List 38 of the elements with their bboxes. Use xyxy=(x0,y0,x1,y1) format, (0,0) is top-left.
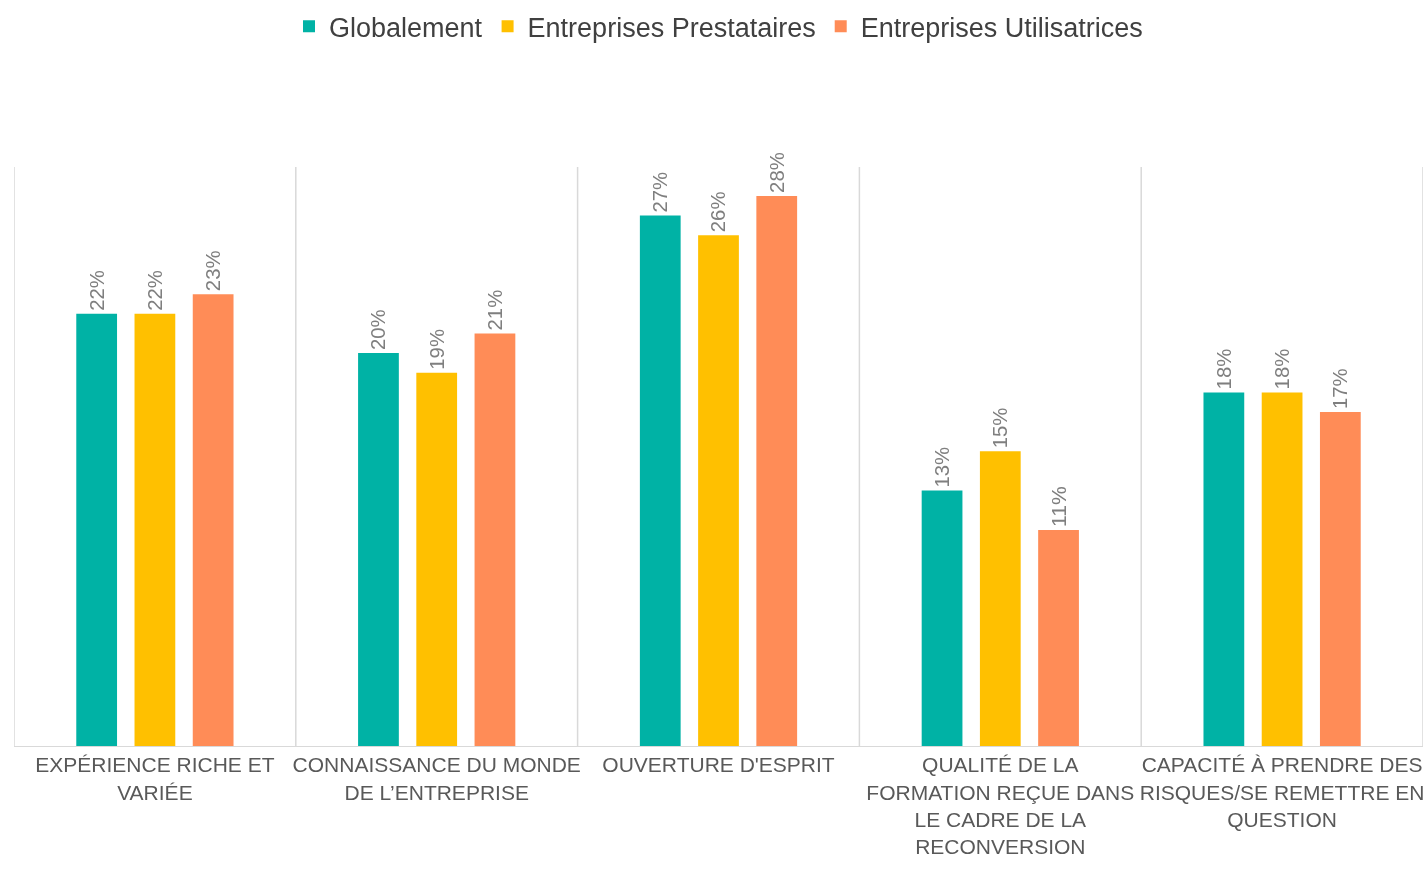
data-label: 19% xyxy=(425,329,448,370)
data-label: 23% xyxy=(202,250,225,292)
data-label: 21% xyxy=(483,289,506,331)
data-label: 22% xyxy=(85,270,108,311)
data-label: 11% xyxy=(1046,485,1070,527)
data-label: 15% xyxy=(989,407,1012,449)
bar xyxy=(416,372,458,746)
x-tick-label: CONNAISSANCE DU MONDE DE L’ENTREPRISE xyxy=(292,753,581,804)
bar xyxy=(921,490,963,746)
bar xyxy=(698,235,739,746)
data-label: 17% xyxy=(1329,368,1352,410)
bar xyxy=(474,333,516,746)
bar xyxy=(134,313,176,746)
x-tick-label: EXPÉRIENCE RICHE ET VARIÉE xyxy=(35,753,275,804)
data-label: 13% xyxy=(931,446,953,488)
bar xyxy=(1261,392,1303,746)
x-tick-label: CAPACITÉ À PRENDRE DES RISQUES/SE REMETTRE EN QUESTION xyxy=(1139,753,1425,831)
data-label: 22% xyxy=(143,270,166,311)
legend-label: Entreprises Prestataires xyxy=(527,12,816,43)
bar xyxy=(192,294,234,746)
x-tick-label: OUVERTURE D'ESPRIT xyxy=(602,753,835,777)
legend-label: Entreprises Utilisatrices xyxy=(860,12,1143,43)
x-tick-label: QUALITÉ DE LA FORMATION REÇUE DANS LE CADRE DE LA RECONVERSION xyxy=(866,753,1135,859)
bar xyxy=(1203,392,1245,746)
data-label: 18% xyxy=(1212,348,1235,390)
data-label: 26% xyxy=(707,191,730,233)
data-label: 27% xyxy=(649,171,672,213)
legend-label: Globalement xyxy=(329,12,483,43)
bar xyxy=(979,451,1021,746)
bar xyxy=(76,313,118,746)
bar xyxy=(1038,529,1079,746)
data-label: 20% xyxy=(367,309,390,351)
bar xyxy=(1319,412,1361,746)
bar xyxy=(639,215,681,746)
bar xyxy=(358,353,399,746)
bar xyxy=(756,195,798,746)
data-label: 28% xyxy=(765,152,788,193)
data-label: 18% xyxy=(1271,348,1294,390)
